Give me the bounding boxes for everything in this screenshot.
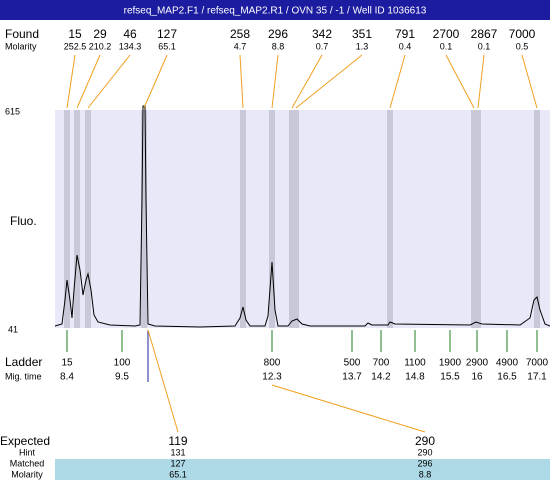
- expected-label: Expected: [0, 434, 50, 448]
- peak-band: [85, 110, 91, 328]
- found-molarity: 0.5: [516, 41, 529, 51]
- hint-size: 290: [417, 447, 432, 457]
- hint-label: Hint: [19, 447, 36, 457]
- matched-background: [55, 459, 550, 480]
- ladder-size: 4900: [496, 358, 519, 369]
- ladder-time: 17.1: [527, 372, 547, 383]
- ladder-size: 2900: [466, 358, 489, 369]
- peak-band: [141, 110, 147, 328]
- y-axis-label: Fluo.: [10, 214, 37, 228]
- ladder-time: 14.8: [405, 372, 425, 383]
- found-size: 351: [352, 27, 372, 41]
- found-size: 127: [157, 27, 177, 41]
- connector: [147, 329, 179, 433]
- peak-band: [74, 110, 80, 328]
- matched-molarity: 8.8: [419, 469, 432, 479]
- found-size: 7000: [509, 27, 536, 41]
- matched-size: 296: [417, 458, 432, 468]
- found-size: 2867: [471, 27, 498, 41]
- found-size: 29: [93, 27, 107, 41]
- found-size: 46: [123, 27, 137, 41]
- connector: [521, 54, 538, 109]
- ladder-time: 16.5: [497, 372, 517, 383]
- ladder-size: 15: [61, 358, 73, 369]
- found-molarity: 4.7: [234, 41, 247, 51]
- found-molarity: 1.3: [356, 41, 369, 51]
- found-molarity: 0.1: [478, 41, 491, 51]
- found-size: 258: [230, 27, 250, 41]
- connector: [389, 54, 406, 109]
- peak-band: [269, 110, 275, 328]
- molarity-label: Molarity: [11, 469, 43, 479]
- mig-time-label: Mig. time: [5, 371, 42, 381]
- peak-band: [289, 110, 295, 328]
- ladder-time: 12.3: [262, 372, 282, 383]
- connector: [66, 54, 76, 109]
- found-molarity: 134.3: [119, 41, 142, 51]
- found-size: 296: [268, 27, 288, 41]
- plot-area: [55, 110, 550, 328]
- found-size: 15: [68, 27, 82, 41]
- found-size: 791: [395, 27, 415, 41]
- ladder-time: 13.7: [342, 372, 362, 383]
- matched-label: Matched: [10, 458, 45, 468]
- matched-molarity: 65.1: [169, 469, 187, 479]
- connector: [76, 54, 101, 109]
- found-molarity: 0.1: [440, 41, 453, 51]
- ladder-time: 9.5: [115, 372, 129, 383]
- connector: [271, 54, 279, 109]
- connector: [87, 54, 131, 109]
- peak-band: [240, 110, 246, 328]
- y-top-label: 615: [5, 106, 20, 116]
- hint-size: 131: [170, 447, 185, 457]
- ladder-size: 1900: [439, 358, 462, 369]
- found-molarity: 0.7: [316, 41, 329, 51]
- molarity-label: Molarity: [5, 41, 37, 51]
- connector: [239, 54, 244, 109]
- found-molarity: 0.4: [399, 41, 412, 51]
- found-molarity: 252.5: [64, 41, 87, 51]
- found-size: 342: [312, 27, 332, 41]
- ladder-size: 7000: [526, 358, 549, 369]
- ladder-size: 1100: [404, 358, 426, 369]
- found-molarity: 65.1: [158, 41, 176, 51]
- peak-band: [534, 110, 540, 328]
- ladder-size: 700: [373, 358, 390, 369]
- ladder-size: 800: [264, 358, 281, 369]
- ladder-size: 100: [114, 358, 131, 369]
- ladder-time: 14.2: [371, 372, 391, 383]
- found-label: Found: [5, 27, 39, 41]
- peak-band: [64, 110, 70, 328]
- title: refseq_MAP2.F1 / refseq_MAP2.R1 / OVN 35…: [124, 6, 427, 17]
- peak-band: [387, 110, 393, 328]
- expected-size: 290: [415, 434, 435, 448]
- connector: [291, 54, 323, 109]
- connector: [143, 54, 168, 109]
- found-molarity: 210.2: [89, 41, 112, 51]
- title-bar: [0, 0, 550, 20]
- connector: [271, 384, 426, 433]
- y-bottom-label: 41: [8, 324, 18, 334]
- ladder-size: 500: [344, 358, 361, 369]
- trace: [54, 105, 550, 328]
- ladder-label: Ladder: [5, 355, 42, 369]
- expected-size: 119: [168, 434, 187, 448]
- ladder-time: 16: [471, 372, 483, 383]
- found-molarity: 8.8: [272, 41, 285, 51]
- connector: [295, 54, 363, 109]
- peak-band: [471, 110, 477, 328]
- matched-size: 127: [170, 458, 185, 468]
- ladder-time: 8.4: [60, 372, 74, 383]
- connector: [445, 54, 475, 109]
- found-size: 2700: [433, 27, 460, 41]
- peak-band: [475, 110, 481, 328]
- ladder-time: 15.5: [440, 372, 460, 383]
- connector: [477, 54, 485, 109]
- peak-band: [293, 110, 299, 328]
